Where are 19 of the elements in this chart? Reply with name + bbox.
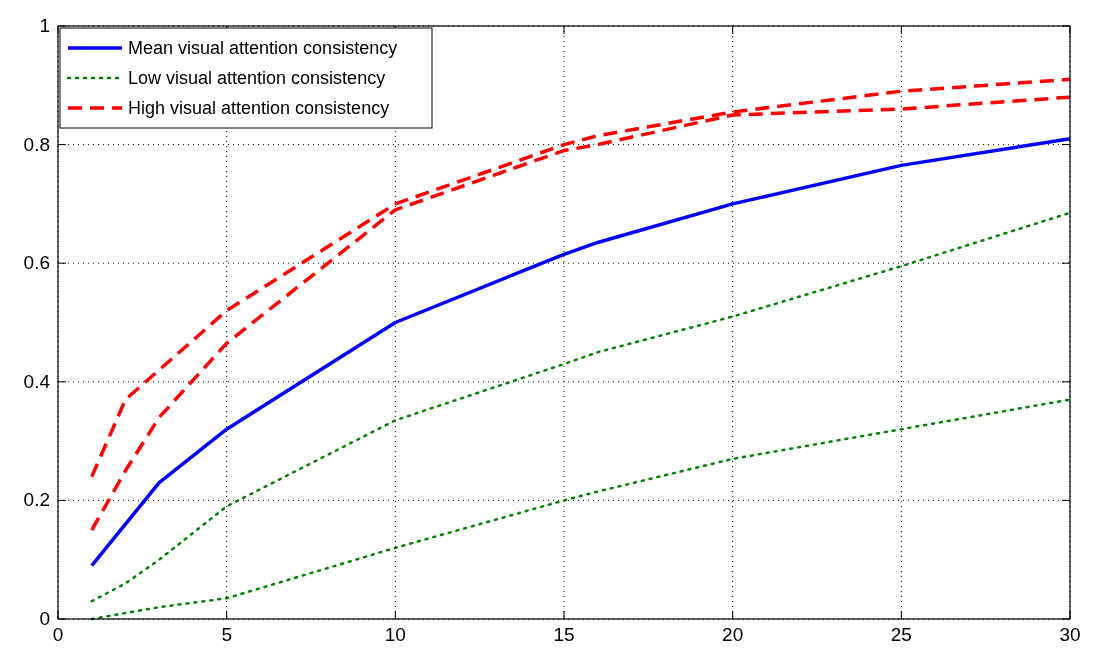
line-series [90,398,1072,621]
line-series [90,211,1072,603]
x-tick-label: 0 [52,624,64,645]
y-tick-label: 0.4 [23,370,51,392]
legend-label: Low visual attention consistency [128,68,386,88]
legend-label: Mean visual attention consistency [128,38,398,58]
y-tick-label: 0.2 [23,489,50,511]
x-tick-label: 15 [553,624,575,645]
x-tick-label: 30 [1059,624,1081,645]
y-tick-label: 0.8 [23,133,50,155]
x-tick-label: 20 [722,624,744,645]
x-tick-label: 25 [890,624,912,645]
y-tick-label: 0 [39,608,50,629]
x-tick-label: 10 [384,624,406,645]
y-tick-label: 0.6 [23,252,50,274]
line-series [89,136,1072,568]
legend-label: High visual attention consistency [128,98,390,118]
x-tick-label: 5 [221,624,232,645]
y-tick-label: 1 [39,15,50,36]
